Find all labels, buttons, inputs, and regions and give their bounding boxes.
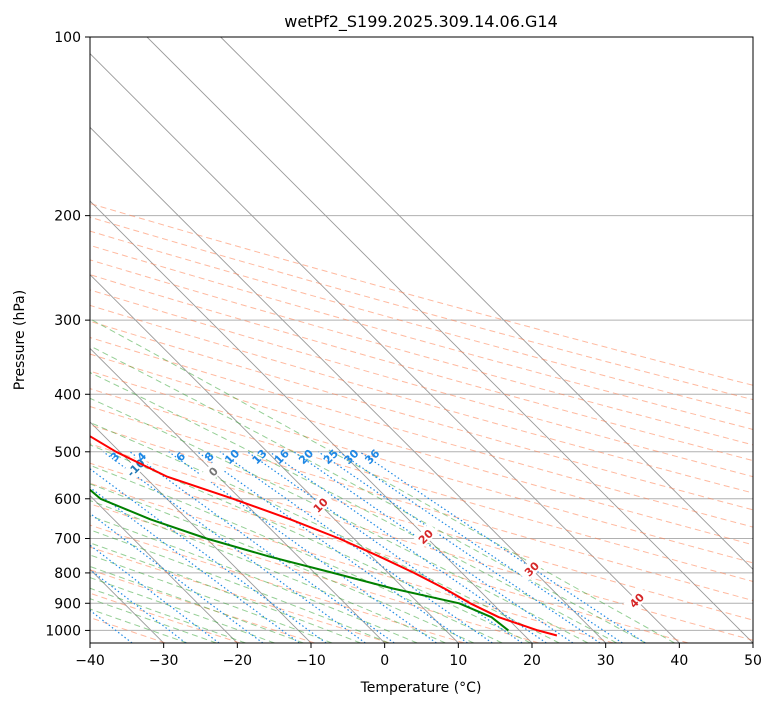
y-tick-label: 300 xyxy=(54,313,81,329)
isotherm-label-bg xyxy=(122,454,149,481)
moist-adiabat xyxy=(90,397,589,643)
y-axis-title: Pressure (hPa) xyxy=(12,290,28,390)
dry-adiabat xyxy=(90,230,753,415)
mixing-ratio-line xyxy=(90,544,220,643)
mixing-ratio-label: 10 xyxy=(222,447,242,467)
y-tick-label: 400 xyxy=(54,387,81,403)
plot-frame xyxy=(89,36,754,644)
dry-adiabat xyxy=(90,524,465,643)
dry-adiabat xyxy=(90,424,753,621)
y-tick-label: 1000 xyxy=(45,623,81,639)
mixing-ratio-label: 13 xyxy=(250,447,270,467)
moist-adiabat xyxy=(90,577,275,643)
mixing-ratio-line xyxy=(318,451,601,643)
x-tick-label: −20 xyxy=(223,653,253,669)
series-line-temperature xyxy=(90,435,558,637)
mixing-ratio-line xyxy=(338,451,623,643)
isotherm-label: -20 xyxy=(6,411,29,434)
isotherm-line xyxy=(90,347,385,643)
moist-adiabat xyxy=(90,444,531,643)
isotherm-line xyxy=(90,274,459,643)
mixing-ratio-label: 1 xyxy=(13,450,28,465)
isotherm-label-bg xyxy=(4,409,30,435)
dry-adiabat xyxy=(90,482,614,643)
background-lines xyxy=(90,37,753,643)
dry-adiabat xyxy=(90,569,315,643)
x-axis: −40 −30 −20 −10 0 10 20 30 40 50 xyxy=(75,643,762,669)
chart-title: wetPf2_S199.2025.309.14.06.G14 xyxy=(284,12,558,32)
isotherm-label-bg xyxy=(199,458,227,485)
series-line-dewpoint xyxy=(90,488,510,632)
isotherm-line xyxy=(90,126,606,643)
mixing-ratio-line xyxy=(219,451,493,643)
dry-adiabat xyxy=(90,462,689,643)
moist-adiabat xyxy=(90,422,560,643)
dry-adiabat xyxy=(90,546,390,643)
x-tick-label: 10 xyxy=(449,653,467,669)
mixing-ratio-line xyxy=(168,451,437,643)
isotherm-label-bg xyxy=(518,555,545,582)
dry-adiabat xyxy=(90,244,753,430)
moist-adiabat xyxy=(90,598,217,643)
mixing-ratio-line xyxy=(269,451,547,643)
dry-adiabat xyxy=(90,353,753,546)
y-tick-label: 900 xyxy=(54,596,81,612)
dry-adiabat xyxy=(90,336,753,528)
mixing-ratio-label: 30 xyxy=(342,447,362,467)
y-axis: 100 200 300 400 500 600 700 800 900 1000 xyxy=(45,30,90,639)
mixing-ratio-line xyxy=(129,451,395,643)
mixing-ratio-label: 20 xyxy=(296,447,316,467)
dry-adiabat xyxy=(90,274,753,462)
dry-adiabat xyxy=(90,202,753,386)
x-tick-label: 30 xyxy=(597,653,615,669)
x-tick-label: −30 xyxy=(149,653,179,669)
dry-adiabat xyxy=(90,503,539,643)
moist-adiabat xyxy=(90,500,446,643)
x-tick-label: 0 xyxy=(380,653,389,669)
moist-adiabat xyxy=(90,565,304,643)
y-tick-label: 700 xyxy=(54,532,81,548)
moist-adiabat xyxy=(90,345,646,643)
x-tick-label: −40 xyxy=(75,653,105,669)
mixing-ratio-line xyxy=(293,451,574,643)
moist-adiabat xyxy=(90,608,188,643)
moist-adiabat xyxy=(90,483,475,643)
moist-adiabat xyxy=(90,554,333,643)
dry-adiabat xyxy=(90,592,241,643)
isotherm-line xyxy=(220,37,753,570)
x-tick-label: 50 xyxy=(744,653,762,669)
moist-adiabat xyxy=(90,515,418,643)
dry-adiabat xyxy=(90,443,753,641)
mixing-ratio-line xyxy=(90,468,327,643)
y-tick-label: 800 xyxy=(54,566,81,582)
x-tick-label: −10 xyxy=(296,653,326,669)
dry-adiabat xyxy=(90,370,753,564)
isotherm-line xyxy=(90,200,533,643)
y-tick-label: 600 xyxy=(54,492,81,508)
moist-adiabat xyxy=(90,529,390,643)
isotherm-line xyxy=(90,495,238,643)
mixing-ratio-line xyxy=(102,451,366,643)
dry-adiabat xyxy=(90,320,753,511)
moist-adiabat xyxy=(90,587,246,643)
mixing-ratio-line xyxy=(196,451,468,643)
isotherm-label-bg xyxy=(412,523,439,550)
mixing-ratio-label: 36 xyxy=(362,447,382,467)
x-axis-title: Temperature (°C) xyxy=(360,680,482,696)
moist-adiabat xyxy=(90,464,503,643)
isotherm-label-bg xyxy=(307,491,334,518)
x-tick-label: 40 xyxy=(670,653,688,669)
profile-series xyxy=(90,435,558,637)
y-tick-label: 500 xyxy=(54,445,81,461)
isotherm-line xyxy=(90,421,312,643)
y-tick-label: 100 xyxy=(54,30,81,46)
isotherm-line xyxy=(146,37,753,643)
isotherm-label-bg xyxy=(623,586,650,614)
x-tick-label: 20 xyxy=(523,653,541,669)
isotherm-line xyxy=(90,53,680,643)
y-tick-label: 200 xyxy=(54,209,81,225)
